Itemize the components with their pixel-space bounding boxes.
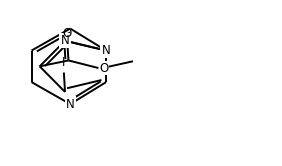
Text: N: N — [66, 98, 75, 111]
Text: O: O — [63, 27, 72, 40]
Text: N: N — [102, 44, 111, 57]
Text: I: I — [62, 56, 65, 69]
Text: N: N — [61, 34, 69, 47]
Text: O: O — [100, 62, 109, 75]
